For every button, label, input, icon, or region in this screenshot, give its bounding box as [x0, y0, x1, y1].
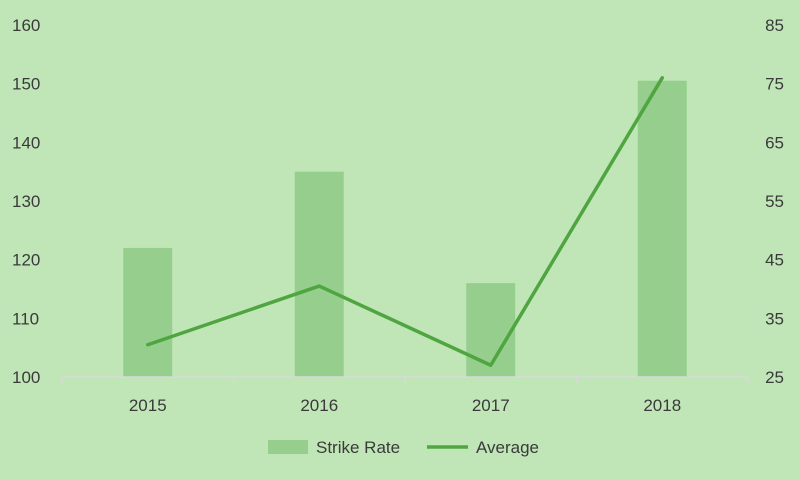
- left-tick-label: 110: [12, 309, 39, 328]
- right-tick-label: 25: [765, 368, 784, 387]
- bar-strike-rate: [466, 283, 516, 377]
- right-tick-label: 55: [765, 192, 784, 211]
- left-tick-label: 160: [12, 16, 40, 35]
- x-tick-label: 2017: [472, 396, 510, 415]
- left-tick-label: 150: [12, 75, 40, 94]
- legend: Strike Rate Average: [268, 438, 539, 457]
- left-tick-label: 120: [12, 251, 40, 270]
- x-axis-ticks: 2015 2016 2017 2018: [61, 377, 749, 415]
- right-tick-label: 75: [765, 75, 784, 94]
- x-tick-label: 2016: [300, 396, 338, 415]
- line-series: [146, 76, 664, 368]
- legend-bar-swatch: [268, 440, 308, 454]
- x-tick-label: 2018: [643, 396, 681, 415]
- right-tick-label: 65: [765, 133, 784, 152]
- legend-label-strike-rate: Strike Rate: [316, 438, 400, 457]
- bar-strike-rate: [294, 171, 344, 377]
- right-axis-ticks: 25 35 45 55 65 75 85: [765, 16, 784, 387]
- bar-strike-rate: [637, 80, 687, 377]
- right-tick-label: 85: [765, 16, 784, 35]
- left-tick-label: 130: [12, 192, 40, 211]
- x-tick-label: 2015: [129, 396, 167, 415]
- left-tick-label: 100: [12, 368, 40, 387]
- left-tick-label: 140: [12, 133, 40, 152]
- right-tick-label: 45: [765, 251, 784, 270]
- line-average: [146, 76, 664, 368]
- bar-strike-rate: [123, 247, 173, 377]
- left-axis-ticks: 100 110 120 130 140 150 160: [12, 16, 40, 387]
- bar-series: [123, 80, 687, 377]
- right-tick-label: 35: [765, 309, 784, 328]
- legend-label-average: Average: [476, 438, 539, 457]
